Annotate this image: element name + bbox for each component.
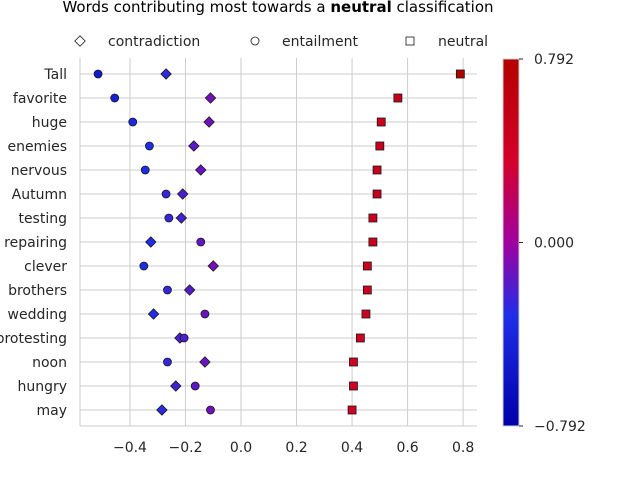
y-tick-label: may: [36, 403, 67, 419]
chart-title-suffix: classification: [392, 0, 494, 16]
y-tick-label: testing: [18, 211, 67, 227]
neutral-point: [368, 237, 378, 247]
y-tick-label: nervous: [11, 163, 67, 179]
x-tick-label: 0.4: [341, 440, 363, 456]
neutral-point: [375, 141, 385, 151]
neutral-point: [372, 165, 382, 175]
contradiction-point: [195, 164, 207, 176]
y-tick-label: clever: [24, 259, 67, 275]
y-tick-label: favorite: [13, 91, 67, 107]
neutral-point: [372, 189, 382, 199]
legend-label-entailment: entailment: [282, 34, 358, 50]
entailment-point: [179, 333, 189, 343]
entailment-point: [190, 381, 200, 391]
x-tick-label: 0.8: [452, 440, 474, 456]
neutral-point: [393, 93, 403, 103]
contradiction-point: [156, 404, 168, 416]
chart-title-prefix: Words contributing most towards a: [62, 0, 330, 16]
y-tick-label: brothers: [8, 283, 67, 299]
y-tick-label: protesting: [0, 331, 67, 347]
x-tick-label: 0.2: [285, 440, 307, 456]
contradiction-point: [176, 188, 189, 200]
entailment-point: [196, 237, 206, 247]
contradiction-point: [207, 260, 220, 272]
entailment-point: [145, 141, 154, 151]
y-tick-label: wedding: [8, 307, 68, 323]
contradiction-point: [199, 356, 211, 368]
entailment-point: [139, 261, 149, 271]
contradiction-point: [183, 284, 196, 296]
contradiction-point: [175, 212, 188, 224]
legend-marker-contradiction: [74, 35, 86, 47]
neutral-point: [349, 357, 358, 367]
x-tick-label: 0.6: [396, 440, 418, 456]
entailment-point: [164, 213, 174, 223]
legend: contradiction entailment neutral: [74, 34, 488, 50]
entailment-point: [206, 405, 215, 415]
colorbar-tick-label: 0.000: [534, 236, 574, 252]
legend-label-neutral: neutral: [438, 34, 488, 50]
entailment-point: [110, 93, 120, 103]
y-tick-label: Tall: [43, 67, 67, 83]
neutral-point: [347, 405, 357, 415]
contradiction-point: [203, 116, 215, 128]
contradiction-point: [188, 140, 200, 152]
neutral-point: [376, 117, 386, 127]
neutral-point: [368, 213, 378, 223]
chart-title-bold: neutral: [330, 0, 391, 16]
y-tick-label: enemies: [7, 139, 67, 155]
contradiction-point: [170, 380, 182, 392]
y-tick-label: Autumn: [12, 187, 67, 203]
chart-title: Words contributing most towards a neutra…: [62, 0, 493, 16]
x-tick-label: −0.2: [168, 440, 202, 456]
neutral-point: [362, 285, 372, 295]
neutral-point: [455, 69, 465, 79]
colorbar-gradient: [502, 58, 520, 427]
entailment-point: [93, 69, 103, 79]
contradiction-point: [204, 92, 217, 104]
y-tick-label: hungry: [17, 379, 67, 395]
neutral-point: [362, 261, 372, 271]
x-tick-label: −0.4: [113, 440, 147, 456]
neutral-point: [355, 333, 365, 343]
contradiction-point: [147, 308, 160, 320]
contradiction-point: [160, 68, 172, 80]
legend-label-contradiction: contradiction: [108, 34, 200, 50]
entailment-point: [200, 309, 210, 319]
entailment-point: [140, 165, 150, 175]
colorbar-tick-label: 0.792: [534, 52, 574, 68]
neutral-point: [349, 381, 358, 391]
entailment-point: [161, 189, 171, 199]
legend-marker-neutral: [405, 36, 415, 46]
entailment-point: [128, 117, 138, 127]
colorbar-tick-label: −0.792: [534, 419, 586, 435]
entailment-point: [163, 357, 172, 367]
plot-area: Tall favorite huge enemies nervous Autumn test…: [0, 58, 477, 456]
contradiction-point: [145, 236, 157, 248]
colorbar: 0.792 0.000 −0.792: [502, 52, 586, 435]
x-tick-label: 0.0: [230, 440, 252, 456]
entailment-point: [163, 285, 172, 295]
legend-marker-entailment: [250, 36, 260, 46]
y-tick-label: huge: [32, 115, 67, 131]
y-tick-label: noon: [32, 355, 67, 371]
y-tick-label: repairing: [4, 235, 67, 251]
neutral-point: [361, 309, 371, 319]
